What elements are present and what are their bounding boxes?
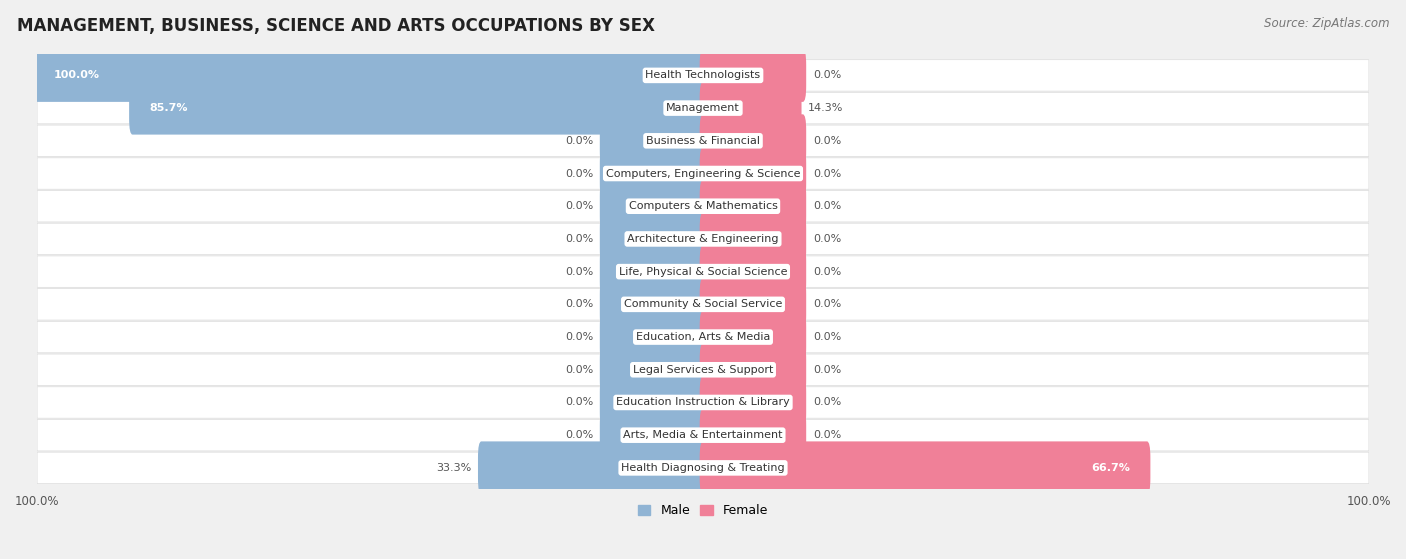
FancyBboxPatch shape <box>37 321 1369 353</box>
Text: 0.0%: 0.0% <box>813 365 841 375</box>
Text: Arts, Media & Entertainment: Arts, Media & Entertainment <box>623 430 783 440</box>
FancyBboxPatch shape <box>700 114 806 167</box>
Text: 0.0%: 0.0% <box>813 136 841 146</box>
Text: 0.0%: 0.0% <box>813 430 841 440</box>
Text: 0.0%: 0.0% <box>565 397 593 408</box>
Text: 0.0%: 0.0% <box>813 300 841 309</box>
Text: MANAGEMENT, BUSINESS, SCIENCE AND ARTS OCCUPATIONS BY SEX: MANAGEMENT, BUSINESS, SCIENCE AND ARTS O… <box>17 17 655 35</box>
FancyBboxPatch shape <box>600 114 706 167</box>
FancyBboxPatch shape <box>700 343 806 396</box>
Text: 66.7%: 66.7% <box>1091 463 1130 473</box>
Text: 0.0%: 0.0% <box>565 267 593 277</box>
Text: Business & Financial: Business & Financial <box>645 136 761 146</box>
Text: 0.0%: 0.0% <box>565 365 593 375</box>
FancyBboxPatch shape <box>700 376 806 429</box>
Text: Education, Arts & Media: Education, Arts & Media <box>636 332 770 342</box>
Text: Health Technologists: Health Technologists <box>645 70 761 80</box>
FancyBboxPatch shape <box>600 409 706 462</box>
FancyBboxPatch shape <box>129 82 706 135</box>
FancyBboxPatch shape <box>34 49 706 102</box>
FancyBboxPatch shape <box>37 387 1369 418</box>
FancyBboxPatch shape <box>37 92 1369 124</box>
Text: 0.0%: 0.0% <box>565 234 593 244</box>
Text: 0.0%: 0.0% <box>813 201 841 211</box>
FancyBboxPatch shape <box>700 278 806 331</box>
Text: Education Instruction & Library: Education Instruction & Library <box>616 397 790 408</box>
Text: Computers, Engineering & Science: Computers, Engineering & Science <box>606 168 800 178</box>
FancyBboxPatch shape <box>37 125 1369 157</box>
Text: Computers & Mathematics: Computers & Mathematics <box>628 201 778 211</box>
FancyBboxPatch shape <box>37 60 1369 91</box>
FancyBboxPatch shape <box>700 409 806 462</box>
FancyBboxPatch shape <box>700 442 1150 494</box>
FancyBboxPatch shape <box>37 191 1369 222</box>
Text: 0.0%: 0.0% <box>813 267 841 277</box>
Text: 0.0%: 0.0% <box>565 136 593 146</box>
Text: Architecture & Engineering: Architecture & Engineering <box>627 234 779 244</box>
Text: 14.3%: 14.3% <box>808 103 844 113</box>
FancyBboxPatch shape <box>700 212 806 266</box>
FancyBboxPatch shape <box>700 180 806 233</box>
Text: 0.0%: 0.0% <box>813 70 841 80</box>
Text: 0.0%: 0.0% <box>565 201 593 211</box>
FancyBboxPatch shape <box>600 147 706 200</box>
FancyBboxPatch shape <box>37 158 1369 189</box>
FancyBboxPatch shape <box>700 49 806 102</box>
Text: Management: Management <box>666 103 740 113</box>
Text: 0.0%: 0.0% <box>813 168 841 178</box>
FancyBboxPatch shape <box>37 223 1369 255</box>
Text: 33.3%: 33.3% <box>436 463 471 473</box>
Text: 0.0%: 0.0% <box>565 300 593 309</box>
FancyBboxPatch shape <box>37 288 1369 320</box>
FancyBboxPatch shape <box>700 147 806 200</box>
Text: 85.7%: 85.7% <box>149 103 187 113</box>
FancyBboxPatch shape <box>600 180 706 233</box>
Text: Source: ZipAtlas.com: Source: ZipAtlas.com <box>1264 17 1389 30</box>
FancyBboxPatch shape <box>37 256 1369 287</box>
FancyBboxPatch shape <box>700 311 806 363</box>
FancyBboxPatch shape <box>37 419 1369 451</box>
FancyBboxPatch shape <box>600 343 706 396</box>
Text: Life, Physical & Social Science: Life, Physical & Social Science <box>619 267 787 277</box>
FancyBboxPatch shape <box>600 311 706 363</box>
Text: 0.0%: 0.0% <box>565 332 593 342</box>
Text: 0.0%: 0.0% <box>565 430 593 440</box>
Text: 0.0%: 0.0% <box>813 234 841 244</box>
FancyBboxPatch shape <box>600 245 706 298</box>
Text: 100.0%: 100.0% <box>53 70 100 80</box>
FancyBboxPatch shape <box>37 452 1369 484</box>
Text: 0.0%: 0.0% <box>565 168 593 178</box>
Text: Health Diagnosing & Treating: Health Diagnosing & Treating <box>621 463 785 473</box>
Legend: Male, Female: Male, Female <box>633 499 773 522</box>
FancyBboxPatch shape <box>600 212 706 266</box>
FancyBboxPatch shape <box>700 245 806 298</box>
FancyBboxPatch shape <box>600 376 706 429</box>
FancyBboxPatch shape <box>700 82 801 135</box>
Text: Community & Social Service: Community & Social Service <box>624 300 782 309</box>
Text: 0.0%: 0.0% <box>813 332 841 342</box>
FancyBboxPatch shape <box>478 442 706 494</box>
FancyBboxPatch shape <box>600 278 706 331</box>
Text: 0.0%: 0.0% <box>813 397 841 408</box>
Text: Legal Services & Support: Legal Services & Support <box>633 365 773 375</box>
FancyBboxPatch shape <box>37 354 1369 386</box>
